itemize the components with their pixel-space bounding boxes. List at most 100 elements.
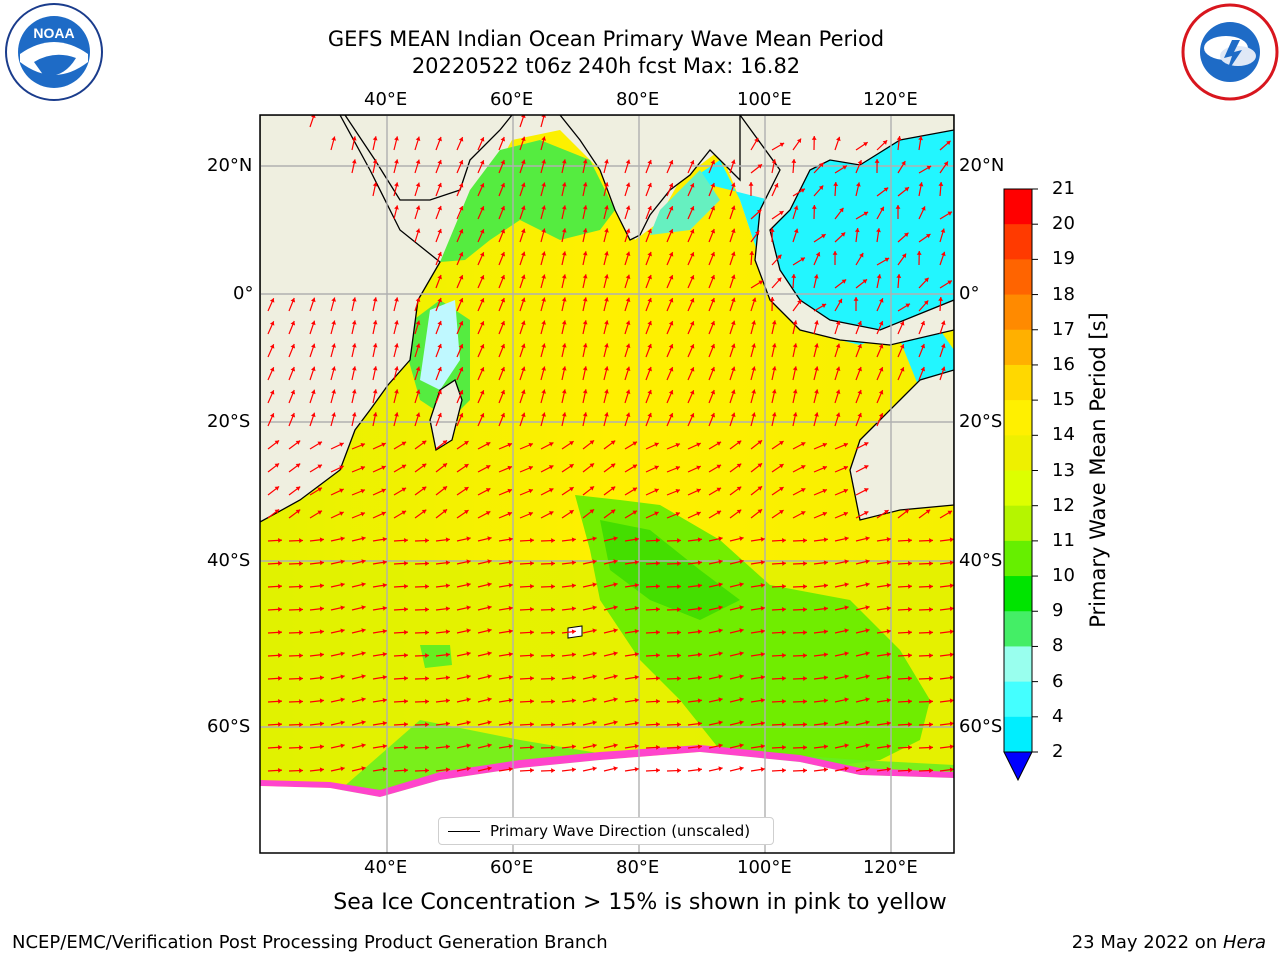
wave-arrow-head xyxy=(310,412,316,418)
wave-arrow-head xyxy=(541,205,546,210)
wave-arrow-head xyxy=(269,321,275,326)
wave-arrow-head xyxy=(604,297,609,302)
wave-arrow-head xyxy=(548,511,554,516)
wave-arrow-head xyxy=(929,722,933,727)
wave-arrow-head xyxy=(771,389,777,394)
wave-arrow-head xyxy=(571,606,576,612)
wave-arrow-head xyxy=(625,297,631,302)
wave-arrow-head xyxy=(625,412,631,417)
wave-arrow-head xyxy=(647,389,652,395)
wave-arrow-head xyxy=(485,488,491,493)
wave-arrow-head xyxy=(656,675,660,681)
wave-arrow-head xyxy=(351,159,357,164)
wave-arrow-head xyxy=(487,720,492,725)
wave-arrow-head xyxy=(718,559,723,565)
wave-arrow-head xyxy=(634,675,639,680)
wave-arrow-head xyxy=(458,229,464,234)
wave-arrow-head xyxy=(736,440,742,445)
lon-label-bottom-60e: 60°E xyxy=(490,857,534,878)
wave-arrow-head xyxy=(394,320,399,325)
colorbar xyxy=(1003,188,1038,782)
wave-arrow-head xyxy=(857,366,862,372)
wave-arrow-head xyxy=(656,583,660,589)
wave-arrow-head xyxy=(710,206,716,211)
wave-arrow-head xyxy=(551,538,555,543)
wave-arrow-head xyxy=(844,720,849,726)
wave-arrow-head xyxy=(656,744,660,750)
wave-arrow-head xyxy=(929,584,933,589)
wave-arrow-head xyxy=(884,510,889,515)
wave-arrow-head xyxy=(730,366,736,372)
wave-arrow-head xyxy=(634,583,639,588)
wave-arrow-head xyxy=(372,320,378,325)
wave-arrow-head xyxy=(654,488,659,493)
colorbar-segment xyxy=(1004,681,1032,718)
wave-arrow-head xyxy=(360,442,365,448)
australia xyxy=(849,369,954,521)
wave-arrow-head xyxy=(755,230,760,236)
wave-arrow-head xyxy=(551,676,555,681)
wave-arrow-head xyxy=(582,159,588,164)
wave-arrow-head xyxy=(507,465,512,471)
colorbar-tick-label: 16 xyxy=(1052,353,1075,375)
wave-arrow-head xyxy=(372,389,378,394)
wave-arrow-head xyxy=(908,538,912,543)
wave-arrow-head xyxy=(843,465,848,471)
wave-arrow-head xyxy=(425,584,429,589)
wave-arrow-head xyxy=(696,488,701,493)
wave-arrow-head xyxy=(508,583,513,588)
wave-arrow-head xyxy=(865,720,870,725)
wave-arrow-head xyxy=(530,744,534,750)
wave-arrow-head xyxy=(782,538,786,543)
wave-arrow-head xyxy=(299,676,303,682)
wave-arrow-head xyxy=(528,511,533,517)
wave-arrow-head xyxy=(947,280,952,285)
wave-arrow-head xyxy=(949,675,954,681)
wave-arrow-head xyxy=(803,607,807,612)
wave-arrow-head xyxy=(541,251,546,256)
wave-arrow-head xyxy=(878,390,884,395)
wave-arrow-head xyxy=(589,509,595,514)
wave-arrow-head xyxy=(926,234,931,239)
footer-host: Hera xyxy=(1222,932,1266,953)
wave-arrow-head xyxy=(859,252,864,258)
wave-arrow-head xyxy=(372,343,378,348)
wave-direction-arrows xyxy=(267,115,954,774)
lon-label-top-100e: 100°E xyxy=(737,89,792,110)
wave-arrow-head xyxy=(730,251,736,257)
wave-arrow-head xyxy=(908,561,912,566)
wave-arrow-head xyxy=(774,183,779,188)
colorbar-segment xyxy=(1004,224,1032,260)
wave-arrow-head xyxy=(689,183,695,188)
wave-arrow-head xyxy=(310,343,316,349)
wave-arrow-head xyxy=(779,211,784,216)
wave-arrow-head xyxy=(814,412,819,417)
wave-arrow-head xyxy=(835,343,841,348)
wave-arrow-head xyxy=(865,697,870,702)
wave-arrow-head xyxy=(319,744,324,750)
wave-arrow-head xyxy=(541,228,546,233)
wave-arrow-head xyxy=(625,182,631,187)
colorbar-tick-label: 15 xyxy=(1052,389,1075,411)
wave-arrow-head xyxy=(613,559,618,564)
wave-arrow-head xyxy=(299,561,303,567)
wave-arrow-head xyxy=(404,767,408,773)
wave-arrow-head xyxy=(361,720,366,725)
wave-arrow-head xyxy=(634,629,639,634)
wave-arrow-head xyxy=(751,343,756,348)
wave-arrow-head xyxy=(803,630,807,635)
wave-arrow-head xyxy=(940,366,946,372)
wave-arrow-head xyxy=(739,674,744,679)
wave-arrow-head xyxy=(464,487,469,492)
wave-arrow-head xyxy=(382,766,387,772)
wave-arrow-head xyxy=(592,628,597,634)
wave-arrow-head xyxy=(625,159,631,164)
wave-arrow-head xyxy=(561,389,567,394)
wave-arrow-head xyxy=(445,560,450,566)
wave-arrow-head xyxy=(278,744,282,750)
lat-label-right-0: 0° xyxy=(959,283,980,304)
wave-arrow-head xyxy=(415,182,421,187)
colorbar-segment xyxy=(1004,294,1032,331)
wave-arrow-head xyxy=(793,228,799,234)
wave-arrow-head xyxy=(394,297,399,302)
